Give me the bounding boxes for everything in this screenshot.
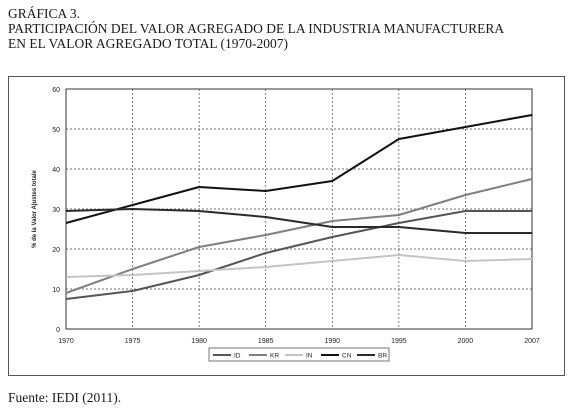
y-axis-label: % de la Valor Ajustes totale — [32, 169, 38, 247]
y-tick-label: 0 — [56, 327, 60, 334]
chart-frame: 0 10 20 30 40 50 60 1970 1975 1980 1985 1990 1995 200… — [8, 76, 565, 376]
y-tick-label: 30 — [52, 207, 60, 214]
y-tick-label: 60 — [52, 87, 60, 94]
y-tick-label: 40 — [52, 167, 60, 174]
figure-title-line-1: PARTICIPACIÓN DEL VALOR AGREGADO DE LA I… — [8, 21, 505, 36]
y-tick-label: 10 — [52, 287, 60, 294]
series-line-id — [65, 210, 532, 300]
x-tick-label: 1975 — [125, 338, 141, 345]
figure-heading: GRÁFICA 3. PARTICIPACIÓN DEL VALOR AGREG… — [8, 6, 568, 51]
figure-source: Fuente: IEDI (2011). — [8, 390, 122, 405]
series-line-kr — [65, 178, 533, 294]
legend-label-br: BR — [378, 353, 387, 360]
x-tick-label: 1980 — [191, 338, 207, 345]
y-tick-label: 50 — [52, 127, 60, 134]
x-tick-label: 1990 — [324, 338, 340, 345]
figure-label: GRÁFICA 3. — [8, 6, 81, 21]
x-tick-label: 1985 — [258, 338, 274, 345]
legend-label-cn: CN — [342, 353, 352, 360]
y-tick-label: 20 — [52, 247, 60, 254]
x-tick-label: 2007 — [524, 338, 540, 345]
series-line-cn — [65, 114, 533, 224]
series-line-br — [65, 208, 532, 234]
legend-label-id: ID — [234, 353, 241, 360]
legend-label-in: IN — [306, 353, 313, 360]
x-tick-label: 1970 — [58, 338, 74, 345]
series-line-in — [65, 254, 533, 278]
figure-title-line-2: EN EL VALOR AGREGADO TOTAL (1970-2007) — [8, 36, 289, 51]
legend-label-kr: KR — [270, 353, 279, 360]
line-chart: 0 10 20 30 40 50 60 1970 1975 1980 1985 1990 1995 200… — [32, 87, 540, 362]
x-tick-label: 2000 — [458, 338, 474, 345]
x-tick-label: 1995 — [391, 338, 407, 345]
